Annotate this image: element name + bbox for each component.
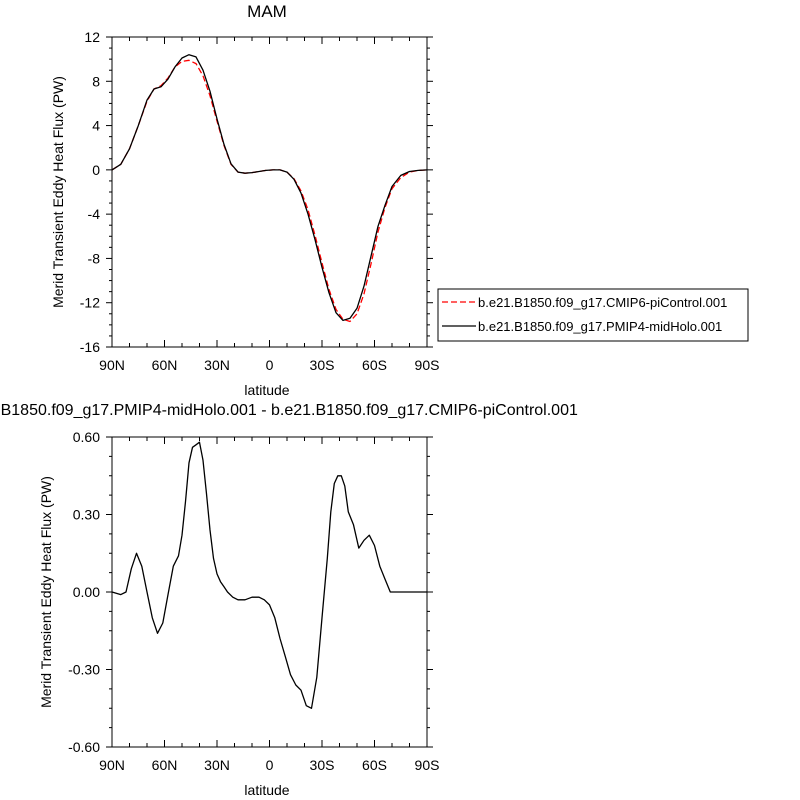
top-chart-frame: [111, 36, 428, 348]
bottom-y-tick-label: -0.60: [68, 739, 100, 755]
top-x-tick-label: 30N: [204, 357, 230, 373]
top-chart-y-ticks: 12 8 4 0 -4 -8 -12 -16: [80, 29, 433, 355]
top-chart-ylabel: Merid Transient Eddy Heat Flux (PW): [50, 76, 66, 308]
bottom-chart-y-ticks: 0.60 0.30 0.00 -0.30 -0.60: [68, 429, 433, 755]
bottom-chart-x-ticks: 90N 60N 30N 0 30S 60S 90S: [99, 437, 439, 773]
top-chart-x-ticks: 90N 60N 30N 0 30S 60S 90S: [99, 37, 439, 373]
bottom-chart-ylabel: Merid Transient Eddy Heat Flux (PW): [38, 476, 54, 708]
top-y-tick-label: -8: [88, 250, 101, 266]
bottom-x-tick-label: 30N: [204, 757, 230, 773]
legend-label-piControl: b.e21.B1850.f09_g17.CMIP6-piControl.001: [478, 295, 727, 310]
bottom-chart: b.e21.B1850.f09_g17.PMIP4-midHolo.001 - …: [0, 402, 578, 798]
top-x-tick-label: 60N: [152, 357, 178, 373]
top-series-line-0: [111, 59, 428, 323]
top-y-tick-label: -12: [80, 295, 100, 311]
top-series-line-1: [111, 54, 428, 322]
top-y-tick-label: -16: [80, 339, 100, 355]
bottom-y-tick-label: 0.00: [73, 584, 100, 600]
top-y-tick-label: -4: [88, 206, 101, 222]
legend-box: [437, 288, 749, 342]
bottom-chart-frame: [111, 436, 428, 748]
top-chart: MAM 90N 60N 30N 0 30S 60S 90S 12840-4-8-12-16 …: [50, 2, 749, 398]
top-chart-xlabel: latitude: [244, 382, 289, 398]
top-chart-title: MAM: [247, 2, 287, 21]
bottom-x-tick-label: 90N: [99, 757, 125, 773]
bottom-y-tick-label: 0.30: [73, 507, 100, 523]
bottom-x-tick-label: 0: [266, 757, 274, 773]
bottom-x-tick-label: 60S: [362, 757, 387, 773]
top-chart-lines: [111, 54, 428, 323]
top-y-tick-label: 0: [92, 162, 100, 178]
top-y-tick-label: 4: [92, 118, 100, 134]
bottom-chart-lines: [111, 441, 427, 709]
bottom-chart-title: b.e21.B1850.f09_g17.PMIP4-midHolo.001 - …: [0, 402, 578, 419]
bottom-y-tick-label: 0.60: [73, 429, 100, 445]
top-x-tick-label: 90S: [415, 357, 440, 373]
legend-label-midHolo: b.e21.B1850.f09_g17.PMIP4-midHolo.001: [478, 319, 722, 334]
bottom-series-line-0: [111, 441, 427, 709]
bottom-x-tick-label: 60N: [152, 757, 178, 773]
top-x-tick-label: 30S: [310, 357, 335, 373]
bottom-y-tick-label: -0.30: [68, 662, 100, 678]
top-x-tick-label: 90N: [99, 357, 125, 373]
bottom-x-tick-label: 90S: [415, 757, 440, 773]
top-chart-legend: b.e21.B1850.f09_g17.CMIP6-piControl.001 …: [437, 288, 749, 342]
top-x-tick-label: 60S: [362, 357, 387, 373]
top-y-tick-label: 8: [92, 73, 100, 89]
top-y-tick-label: 12: [84, 29, 100, 45]
bottom-chart-xlabel: latitude: [244, 782, 289, 798]
top-x-tick-label: 0: [266, 357, 274, 373]
bottom-x-tick-label: 30S: [310, 757, 335, 773]
